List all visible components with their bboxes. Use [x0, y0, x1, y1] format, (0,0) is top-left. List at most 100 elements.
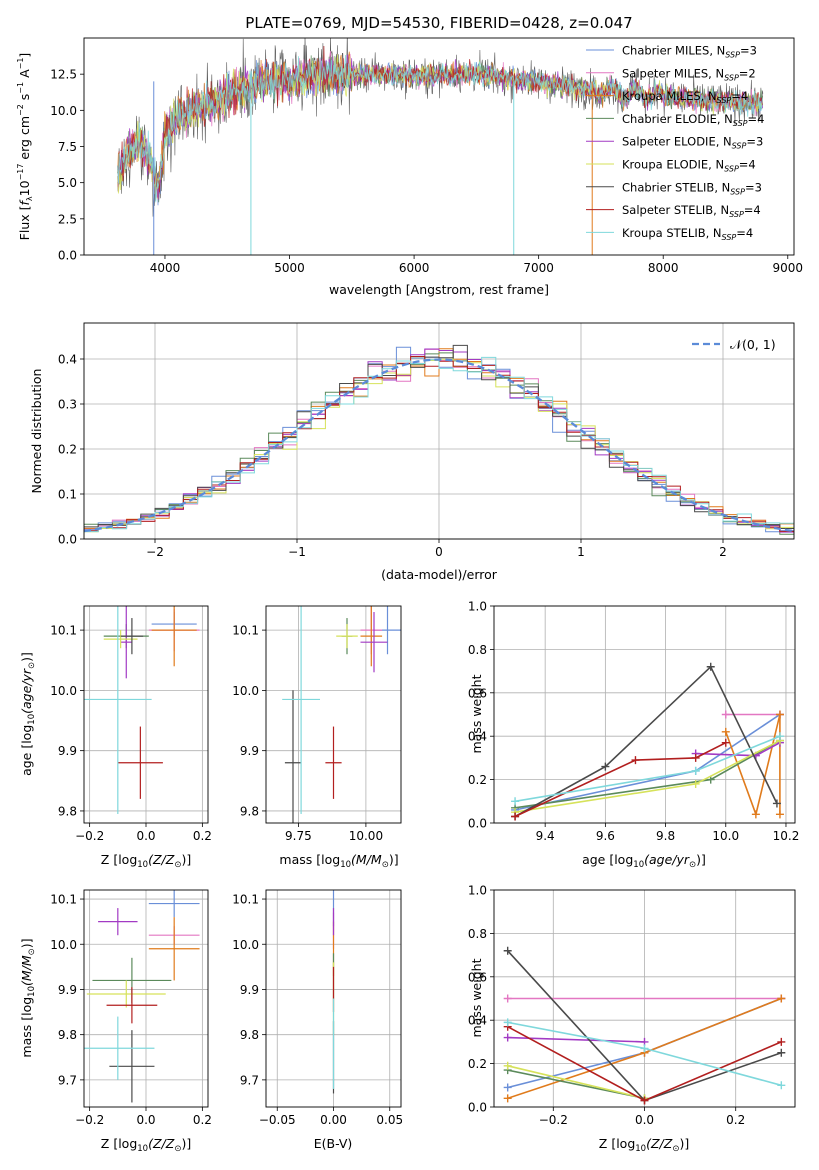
mass_weight_vs_age-marker — [511, 797, 520, 806]
spectrum-xtick-label: 5000 — [274, 261, 305, 275]
residuals-ytick-label: 0.2 — [58, 443, 77, 457]
mass_weight_vs_Z-marker — [640, 1096, 649, 1105]
mass_weight_vs_age-ytick-label: 1.0 — [468, 600, 487, 614]
mass_weight_vs_age-marker — [721, 738, 730, 747]
mass_vs_Z-ytick-label: 10.0 — [50, 938, 77, 952]
mass_vs_Z-ytick-label: 9.8 — [58, 1028, 77, 1042]
mass_weight_vs_age-frame — [493, 605, 796, 824]
mass_weight_vs_Z-xtick-label: −0.2 — [539, 1113, 568, 1127]
mass_weight_vs_Z-ytick-label: 0.0 — [468, 1101, 487, 1115]
age_vs_Z-ytick-label: 9.9 — [58, 744, 77, 758]
mass_weight_vs_age-series-6 — [514, 665, 778, 818]
spectrum-xlabel: wavelength [Angstrom, rest frame] — [329, 282, 549, 297]
residuals-ytick-label: 0.4 — [58, 353, 77, 367]
residuals-xlabel: (data-model)/error — [381, 567, 498, 582]
mass_weight_vs_age-xtick-label: 9.8 — [656, 829, 675, 843]
mass_vs_Z-xtick-label: −0.2 — [75, 1113, 104, 1127]
mass_weight_vs_Z-marker — [777, 1037, 786, 1046]
mass_weight_vs_Z-marker — [777, 1048, 786, 1057]
spectrum-xtick-label: 4000 — [150, 261, 181, 275]
legend-entry-7: Salpeter STELIB, NSSP=4 — [622, 203, 761, 219]
mass_weight_vs_age-ytick-label: 0.8 — [468, 643, 487, 657]
mass_vs_EBV-xtick-label: −0.05 — [259, 1113, 296, 1127]
mass_weight_vs_Z-marker — [777, 994, 786, 1003]
mass-weight-vs-age-ylabel: mass weight — [469, 674, 484, 753]
mass_weight_vs_age-xtick-label: 9.6 — [596, 829, 615, 843]
legend-gaussian-label: 𝒩(0, 1) — [730, 337, 776, 352]
mass_weight_vs_Z-marker — [503, 1018, 512, 1027]
spectrum-ytick-label: 2.5 — [58, 212, 77, 226]
mass_weight_vs_age-marker — [631, 756, 640, 765]
mass-vs-Z-xlabel: Z [log10(Z/Z⊙)] — [101, 1136, 191, 1154]
mass_weight_vs_age-marker — [751, 810, 760, 819]
age-vs-Z-xlabel: Z [log10(Z/Z⊙)] — [101, 852, 191, 870]
mass_weight_vs_Z-marker — [640, 1044, 649, 1053]
residuals-ylabel: Normed distribution — [29, 369, 44, 494]
mass_weight_vs_age-marker — [706, 662, 715, 671]
mass-vs-Z-ylabel: mass [log10(M/M⊙)] — [19, 938, 37, 1057]
age-vs-Z-ylabel: age [log10(age/yr⊙)] — [19, 652, 37, 776]
mass_vs_EBV-ytick-label: 9.9 — [240, 983, 259, 997]
spectrum-frame — [83, 37, 795, 256]
mass_vs_Z-ytick-label: 9.9 — [58, 983, 77, 997]
mass_weight_vs_Z-marker — [777, 1081, 786, 1090]
residuals-xtick-label: −2 — [146, 545, 164, 559]
mass_vs_EBV-frame — [265, 889, 402, 1108]
mass_weight_vs_age-ytick-label: 0.6 — [468, 686, 487, 700]
mass_weight_vs_Z-marker — [503, 994, 512, 1003]
mass_weight_vs_age-marker — [601, 762, 610, 771]
mass_weight_vs_age-series-7 — [514, 741, 727, 818]
spectrum-ylabel: Flux [fλ10−17 erg cm−2 s−1 A−1] — [16, 53, 34, 241]
spectrum-ytick-label: 5.0 — [58, 176, 77, 190]
age-vs-mass-xlabel: mass [log10(M/M⊙)] — [279, 852, 398, 870]
mass_weight_vs_Z-xtick-label: 0.2 — [726, 1113, 745, 1127]
mass_weight_vs_age-marker — [511, 812, 520, 821]
age_vs_Z-ytick-label: 10.0 — [50, 684, 77, 698]
age_vs_Z-xtick-label: 0.2 — [193, 829, 212, 843]
mass_vs_Z-xtick-label: 0.2 — [193, 1113, 212, 1127]
mass_weight_vs_age-xtick-label: 9.4 — [536, 829, 555, 843]
residuals-xtick-label: 1 — [577, 545, 585, 559]
mass_weight_vs_age-ytick-label: 0.2 — [468, 773, 487, 787]
age_vs_Z-ytick-label: 9.8 — [58, 804, 77, 818]
mass_weight_vs_age-marker — [775, 710, 784, 719]
mass_weight_vs_age-marker — [721, 727, 730, 736]
gaussian-curve — [83, 358, 795, 533]
age_vs_mass-frame — [265, 605, 402, 824]
mass_weight_vs_Z-marker — [503, 1094, 512, 1103]
residuals-ytick-label: 0.3 — [58, 398, 77, 412]
age_vs_mass-ytick-label: 9.8 — [240, 804, 259, 818]
mass_weight_vs_Z-marker — [503, 946, 512, 955]
mass_weight_vs_age-marker — [721, 710, 730, 719]
mass_weight_vs_Z-series-5 — [507, 1065, 645, 1100]
spectrum-xtick-label: 7000 — [523, 261, 554, 275]
mass_weight_vs_Z-marker — [503, 1033, 512, 1042]
spectrum-title: PLATE=0769, MJD=54530, FIBERID=0428, z=0… — [245, 14, 632, 32]
age_vs_Z-frame — [83, 605, 209, 824]
spectrum-ytick-label: 10.0 — [50, 104, 77, 118]
residuals-xtick-label: 2 — [719, 545, 727, 559]
residuals-ytick-label: 0.0 — [58, 533, 77, 547]
spectrum-xtick-label: 9000 — [772, 261, 803, 275]
mass_vs_EBV-ytick-label: 10.1 — [232, 893, 259, 907]
age_vs_Z-xtick-label: −0.2 — [75, 829, 104, 843]
legend-entry-1: Salpeter MILES, NSSP=2 — [622, 66, 756, 82]
mass_weight_vs_age-marker — [772, 799, 781, 808]
legend-entry-4: Salpeter ELODIE, NSSP=3 — [622, 135, 763, 151]
age_vs_mass-xtick-label: 9.75 — [285, 829, 312, 843]
mass-weight-vs-Z-ylabel: mass weight — [469, 958, 484, 1037]
legend-entry-0: Chabrier MILES, NSSP=3 — [622, 44, 757, 60]
mass_weight_vs_Z-ytick-label: 1.0 — [468, 884, 487, 898]
spectrum-ytick-label: 12.5 — [50, 68, 77, 82]
residuals-xtick-label: 0 — [435, 545, 443, 559]
spectrum-ytick-label: 7.5 — [58, 140, 77, 154]
mass_vs_EBV-ytick-label: 10.0 — [232, 938, 259, 952]
mass_vs_EBV-ytick-label: 9.8 — [240, 1028, 259, 1042]
residuals-ytick-label: 0.1 — [58, 488, 77, 502]
mass_weight_vs_age-marker — [775, 732, 784, 741]
mass_weight_vs_age-xtick-label: 10.0 — [712, 829, 739, 843]
age_vs_mass-ytick-label: 9.9 — [240, 744, 259, 758]
spectrum-xtick-label: 8000 — [648, 261, 679, 275]
age_vs_Z-xtick-label: 0.0 — [136, 829, 155, 843]
